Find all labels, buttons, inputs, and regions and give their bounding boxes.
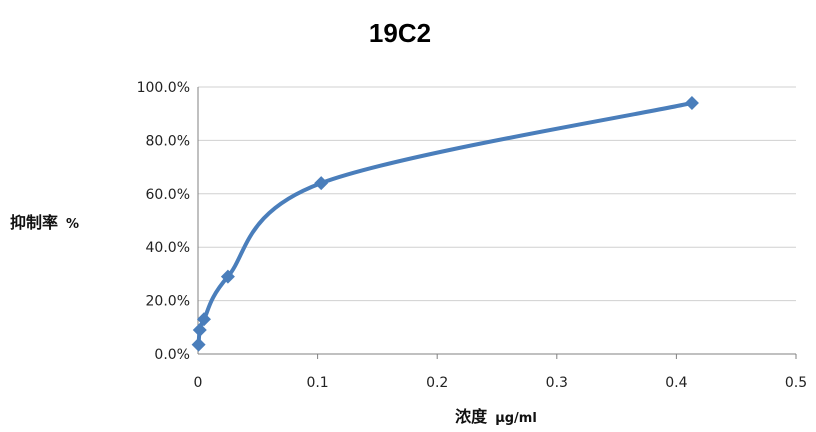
data-point-marker <box>196 312 211 327</box>
y-tick-labels: 0.0% 20.0% 40.0% 60.0% 80.0% 100.0% <box>137 80 190 363</box>
series-line <box>196 101 694 347</box>
gridlines <box>198 86 797 359</box>
y-tick-label: 40.0% <box>146 240 190 256</box>
data-point-marker <box>191 337 206 352</box>
x-tick-label: 0 <box>194 375 203 391</box>
data-point-marker <box>220 269 235 284</box>
x-tick-labels: 0 0.1 0.2 0.3 0.4 0.5 <box>194 375 808 391</box>
x-tick-label: 0.1 <box>306 375 328 391</box>
y-tick-label: 80.0% <box>146 133 190 149</box>
y-tick-label: 100.0% <box>137 80 190 96</box>
data-point-marker <box>684 96 699 111</box>
y-tick-label: 0.0% <box>154 347 190 363</box>
x-tick-label: 0.3 <box>546 375 568 391</box>
data-point-marker <box>314 176 329 191</box>
data-point-marker <box>192 322 207 337</box>
x-axis-label-unit: μg/ml <box>495 411 537 426</box>
y-axis-label-text: 抑制率 <box>10 213 58 232</box>
y-tick-label: 60.0% <box>146 187 190 203</box>
x-tick-label: 0.5 <box>785 375 807 391</box>
y-tick-label: 20.0% <box>146 294 190 310</box>
x-tick-label: 0.4 <box>665 375 687 391</box>
x-axis-label: 浓度 μg/ml <box>455 407 537 426</box>
x-axis-label-text: 浓度 <box>455 407 488 426</box>
y-axis-label: 抑制率 % <box>10 213 79 232</box>
y-axis-label-unit: % <box>66 217 79 232</box>
chart-title: 19C2 <box>369 18 431 48</box>
data-points <box>191 96 699 352</box>
x-tick-label: 0.2 <box>426 375 448 391</box>
axes <box>197 87 796 355</box>
